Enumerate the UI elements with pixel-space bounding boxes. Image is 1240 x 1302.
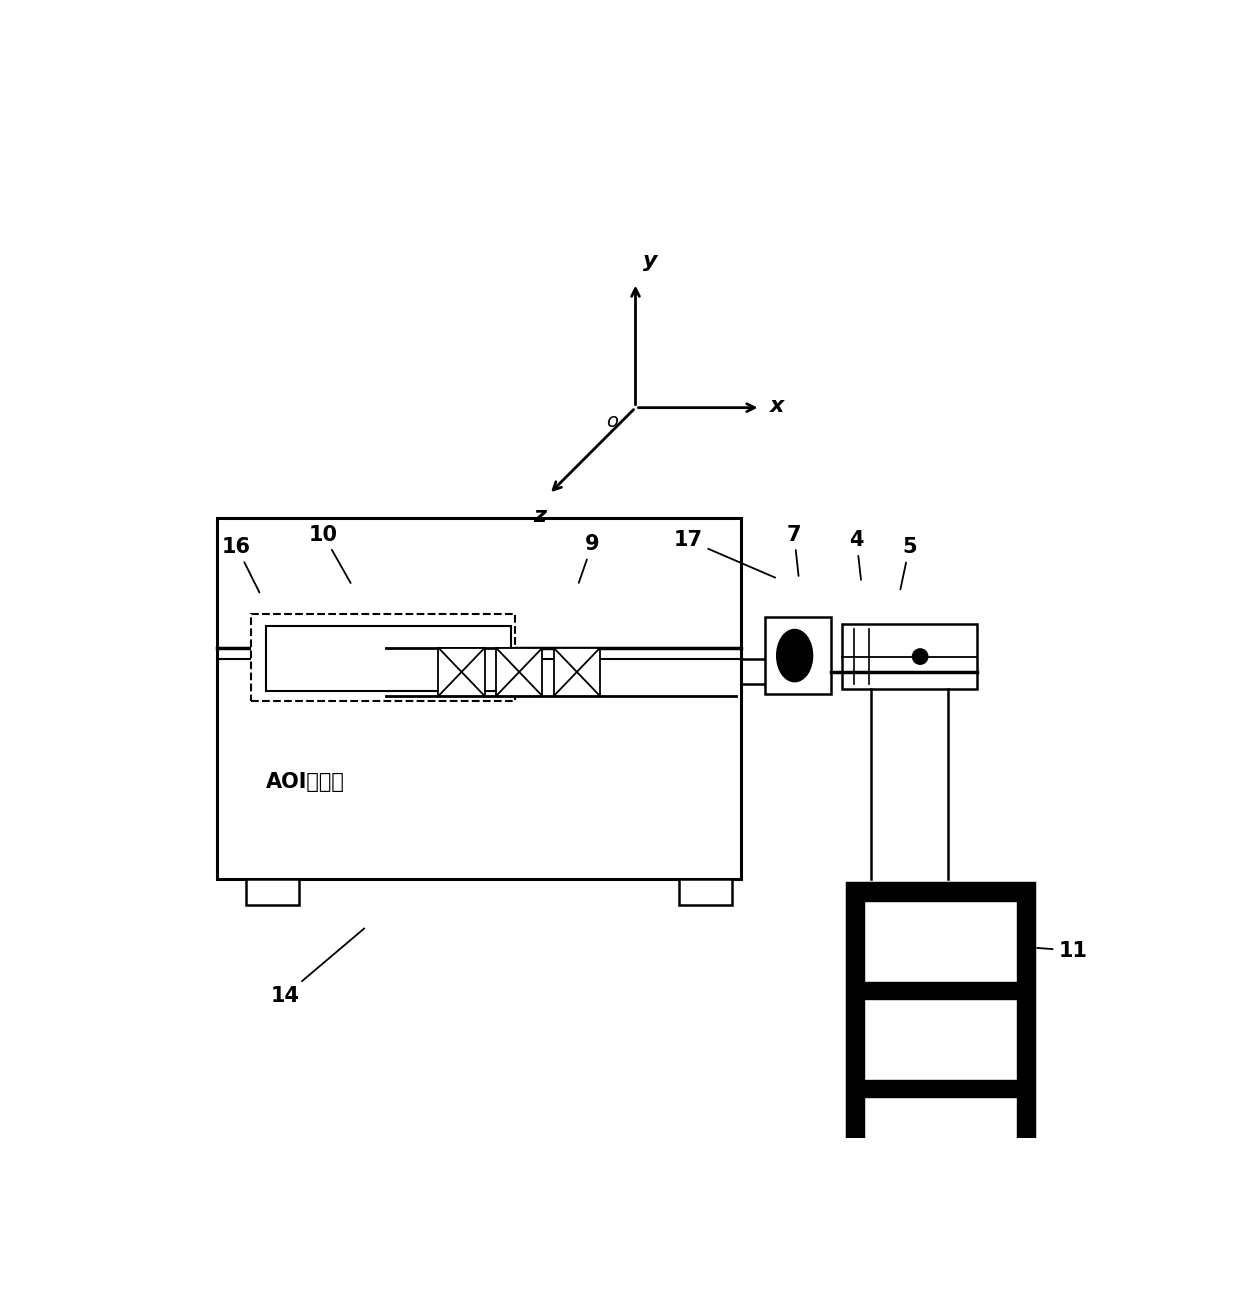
Text: 17: 17 <box>673 530 775 578</box>
Text: o: o <box>606 413 619 431</box>
Ellipse shape <box>776 629 812 682</box>
Text: 9: 9 <box>579 534 600 583</box>
Text: 16: 16 <box>222 536 259 592</box>
Bar <box>678 879 732 905</box>
Bar <box>265 626 511 691</box>
Text: x: x <box>770 396 785 415</box>
Bar <box>439 648 485 697</box>
Bar <box>217 518 742 879</box>
Bar <box>864 999 1017 1081</box>
Text: 4: 4 <box>849 530 864 579</box>
Text: 14: 14 <box>270 928 365 1005</box>
Bar <box>864 1098 1017 1178</box>
Text: 7: 7 <box>787 525 801 575</box>
Bar <box>765 617 831 694</box>
Text: 10: 10 <box>309 525 351 583</box>
Circle shape <box>913 648 928 664</box>
Text: 5: 5 <box>900 536 916 590</box>
Bar <box>496 648 542 697</box>
Bar <box>847 883 1034 1195</box>
Text: y: y <box>644 251 657 271</box>
Bar <box>554 648 600 697</box>
Bar <box>842 624 977 689</box>
Bar <box>864 901 1017 982</box>
Text: z: z <box>533 505 546 526</box>
Bar <box>247 879 299 905</box>
Text: AOI检测台: AOI检测台 <box>265 772 345 793</box>
Bar <box>250 615 516 700</box>
Text: 11: 11 <box>1037 940 1087 961</box>
